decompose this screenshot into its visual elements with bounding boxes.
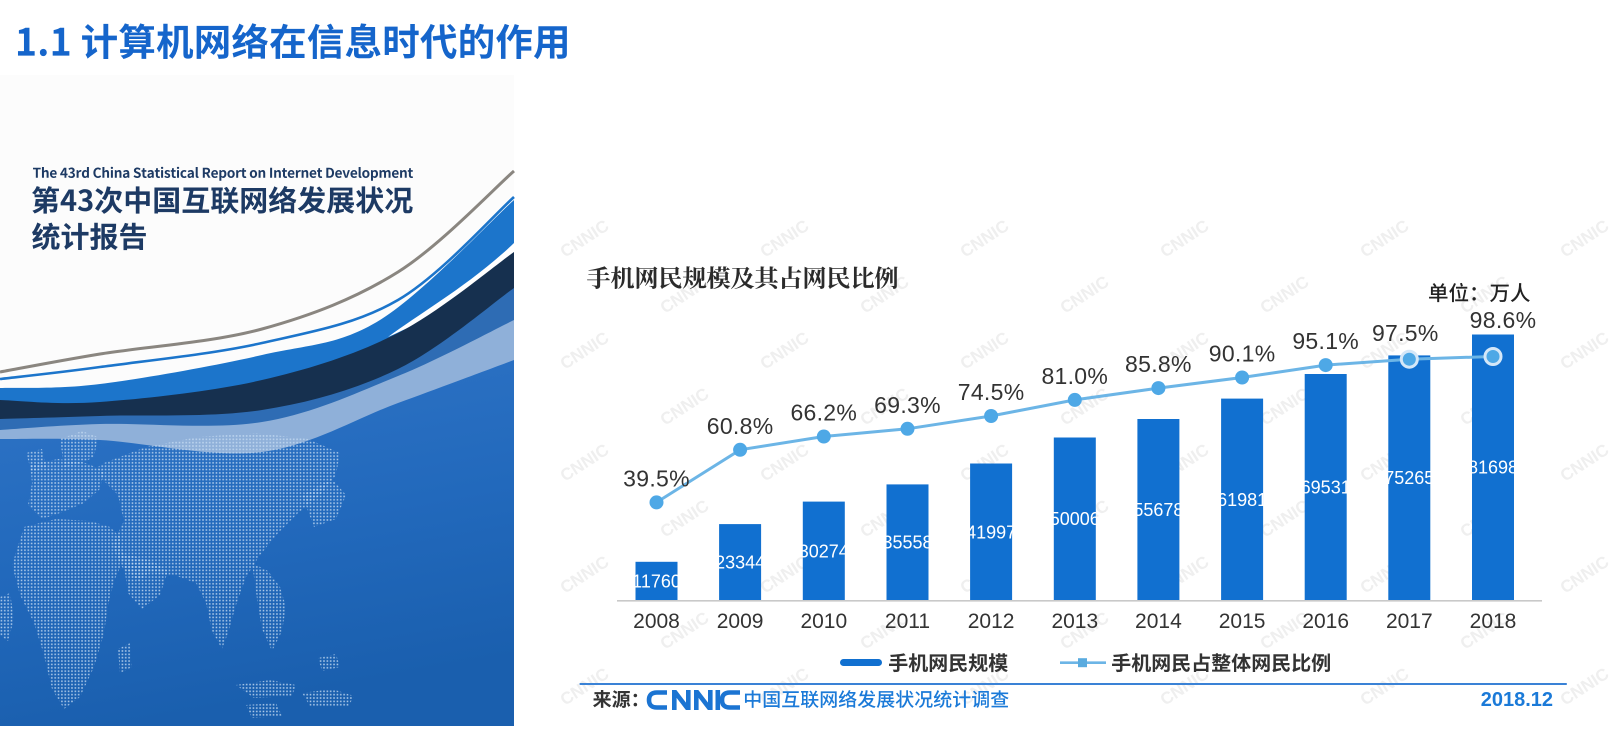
svg-text:2010: 2010 xyxy=(800,610,847,633)
svg-text:2015: 2015 xyxy=(1219,610,1266,633)
svg-text:2012: 2012 xyxy=(968,610,1015,633)
svg-text:74.5%: 74.5% xyxy=(958,379,1025,405)
svg-text:50006: 50006 xyxy=(1050,509,1100,529)
svg-text:69.3%: 69.3% xyxy=(874,392,941,418)
svg-text:60.8%: 60.8% xyxy=(707,413,774,439)
svg-text:30274: 30274 xyxy=(799,541,849,561)
svg-text:2008: 2008 xyxy=(633,610,680,633)
svg-text:11760: 11760 xyxy=(632,571,681,591)
svg-text:66.2%: 66.2% xyxy=(790,400,857,426)
svg-text:35558: 35558 xyxy=(882,533,932,553)
svg-text:23344: 23344 xyxy=(715,553,765,573)
svg-text:39.5%: 39.5% xyxy=(623,465,690,491)
svg-text:90.1%: 90.1% xyxy=(1209,341,1276,367)
svg-text:61981: 61981 xyxy=(1217,490,1267,510)
svg-text:2013: 2013 xyxy=(1051,610,1098,633)
svg-text:2017: 2017 xyxy=(1386,610,1433,633)
svg-text:2018: 2018 xyxy=(1470,610,1517,633)
svg-text:2009: 2009 xyxy=(717,610,764,633)
svg-text:81.0%: 81.0% xyxy=(1041,363,1108,389)
svg-text:98.6%: 98.6% xyxy=(1470,307,1537,333)
svg-text:41997: 41997 xyxy=(966,522,1016,542)
svg-text:2011: 2011 xyxy=(885,610,930,633)
svg-text:55678: 55678 xyxy=(1133,500,1183,520)
svg-text:2018.12: 2018.12 xyxy=(1481,689,1553,711)
svg-text:75265: 75265 xyxy=(1384,468,1434,488)
svg-text:2014: 2014 xyxy=(1135,610,1182,633)
svg-text:85.8%: 85.8% xyxy=(1125,351,1192,377)
svg-text:81698: 81698 xyxy=(1468,458,1518,478)
svg-text:95.1%: 95.1% xyxy=(1292,328,1359,354)
svg-text:69531: 69531 xyxy=(1301,478,1351,498)
svg-text:2016: 2016 xyxy=(1302,610,1349,633)
svg-text:97.5%: 97.5% xyxy=(1372,320,1439,346)
